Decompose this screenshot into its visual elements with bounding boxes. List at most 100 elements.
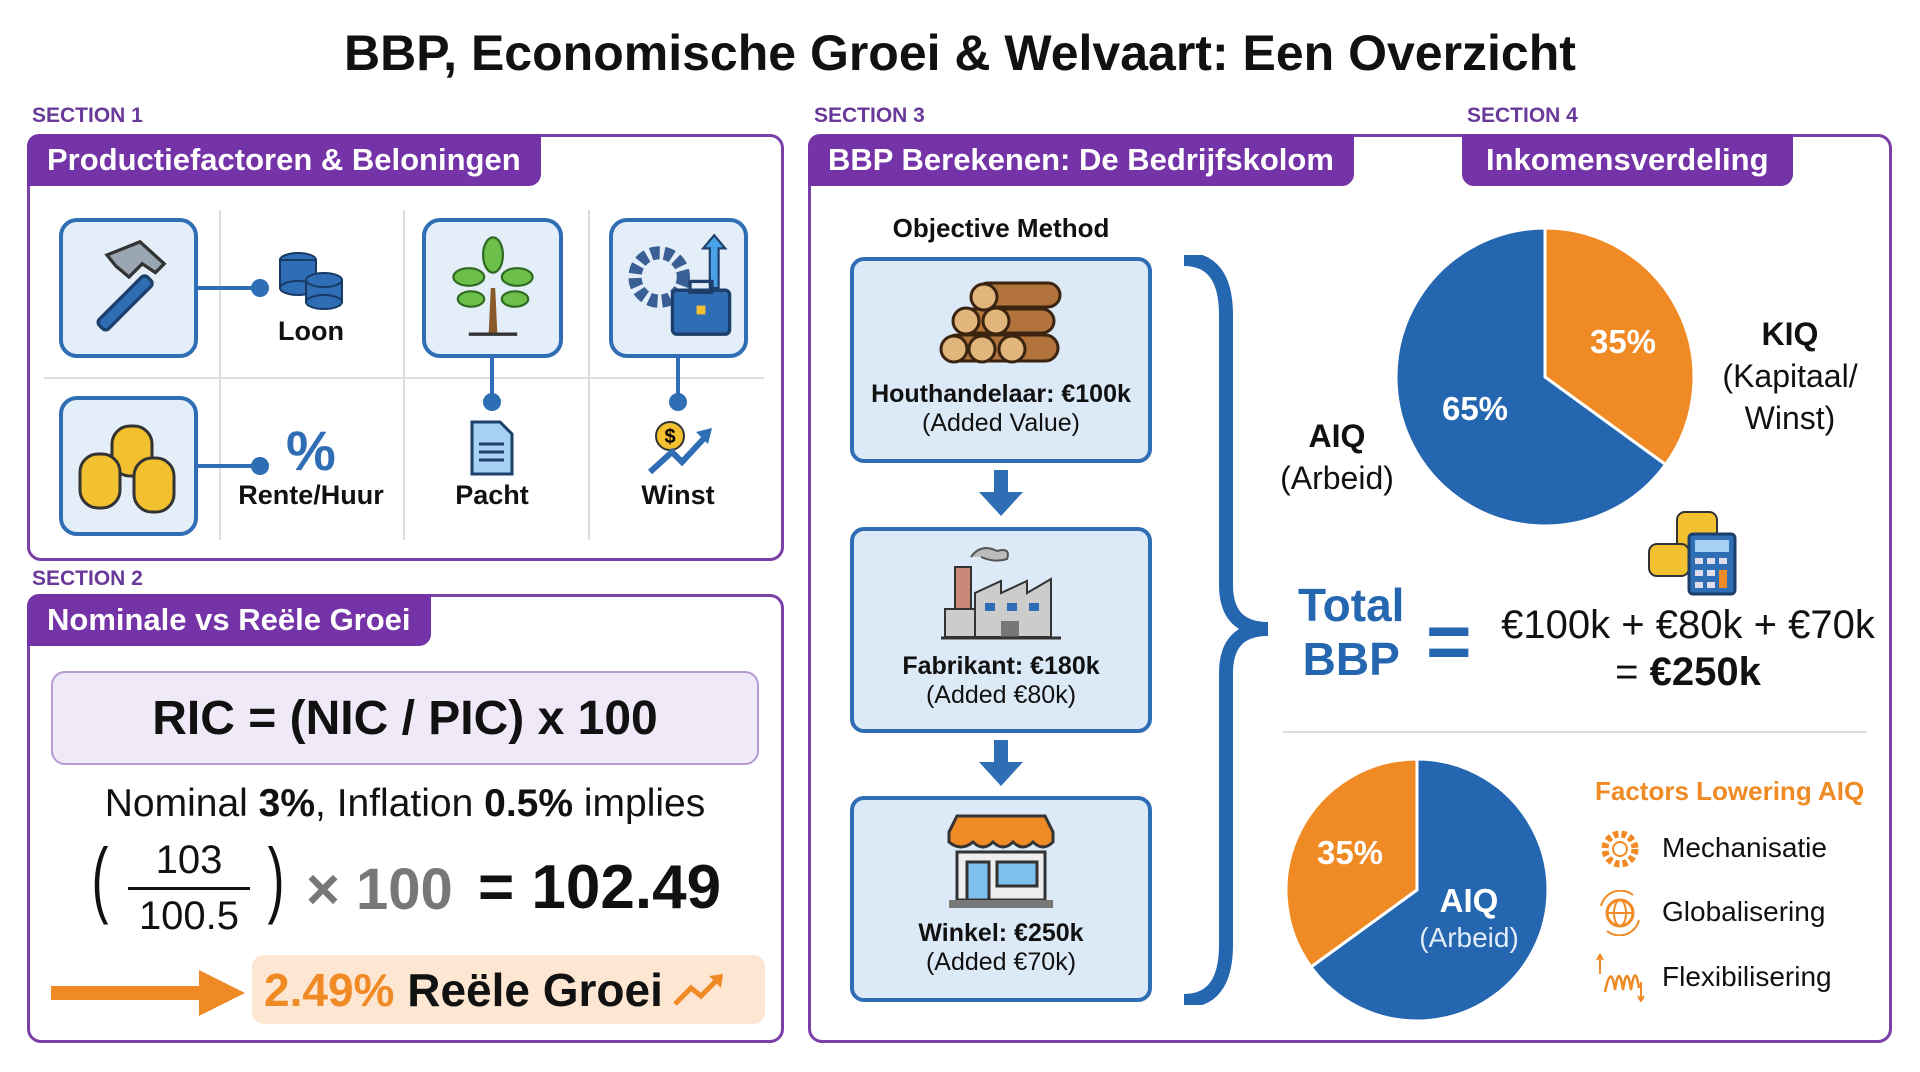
bbp-sum-result: = €250k <box>1615 650 1761 695</box>
divider <box>403 210 405 540</box>
section-2-header: Nominale vs Reële Groei <box>27 594 431 646</box>
logs-icon <box>939 281 1062 364</box>
text: Nominal <box>104 782 259 825</box>
pie1-aiq-title: AIQ <box>1308 418 1366 454</box>
real-growth-label: Reële Groei <box>407 963 663 1016</box>
tree-icon <box>451 236 534 336</box>
numerator: 103 <box>155 838 223 882</box>
ric-formula: RIC = (NIC / PIC) x 100 <box>51 671 759 765</box>
shop-icon <box>947 814 1055 908</box>
connector-dot <box>669 393 687 411</box>
paren-close: ) <box>267 831 285 925</box>
document-icon <box>470 420 514 481</box>
pie1-kiq-sub2: Winst) <box>1744 400 1836 436</box>
denominator: 100.5 <box>138 894 240 938</box>
pie2-slice-other <box>1284 757 1419 970</box>
factory-icon <box>941 547 1061 640</box>
divider <box>1283 731 1867 733</box>
reward-winst: Winst <box>641 480 715 510</box>
factor-flexibilisering: Flexibilisering <box>1662 961 1832 992</box>
factor-globalisering: Globalisering <box>1662 896 1826 927</box>
pie2-aiq-sub: (Arbeid) <box>1419 922 1519 953</box>
divider <box>588 210 590 540</box>
connector-dot <box>483 393 501 411</box>
example-text: Nominal 3%, Inflation 0.5% implies <box>105 782 705 826</box>
step-fabrikant: Fabrikant: €180k (Added €80k) <box>850 527 1152 733</box>
real-growth-pct: 2.49% <box>264 963 395 1016</box>
gear-icon <box>1595 826 1645 877</box>
percent-icon: % <box>286 419 336 482</box>
method-label: Objective Method <box>892 213 1110 243</box>
step-name: Fabrikant: €180k <box>902 652 1100 680</box>
text: implies <box>573 782 706 825</box>
total-bbp-label: Total BBP <box>1298 578 1404 686</box>
equals-sign: = <box>1426 597 1472 685</box>
real-growth-result: 2.49% Reële Groei <box>252 955 765 1024</box>
arrow-right-icon <box>51 970 245 1021</box>
text: , Inflation <box>315 782 485 825</box>
connector <box>198 286 260 290</box>
globe-icon <box>1595 889 1645 941</box>
bbp-line: BBP <box>1302 633 1400 685</box>
section-3-label: SECTION 3 <box>814 104 925 127</box>
divider <box>44 377 764 379</box>
connector-dot <box>251 457 269 475</box>
pie1-kiq-sub1: (Kapitaal/ <box>1722 358 1858 394</box>
connector <box>676 358 680 400</box>
blue-coins-icon <box>278 250 344 315</box>
hammer-icon <box>96 239 167 332</box>
calc-result: = 102.49 <box>478 853 722 922</box>
step-name: Houthandelaar: €100k <box>871 380 1131 408</box>
pie1-slice-aiq <box>1394 226 1668 528</box>
reward-pacht: Pacht <box>455 480 529 510</box>
page-title: BBP, Economische Groei & Welvaart: Een O… <box>344 25 1576 81</box>
section-4-header: Inkomensverdeling <box>1462 134 1793 186</box>
bbp-total-value: €250k <box>1649 650 1761 694</box>
section-2-label: SECTION 2 <box>32 567 143 590</box>
factors-title: Factors Lowering AIQ <box>1595 776 1865 806</box>
reward-loon: Loon <box>278 316 344 346</box>
trend-up-icon <box>673 973 723 1006</box>
text: = <box>1615 650 1650 694</box>
pie1-kiq-title: KIQ <box>1761 316 1819 352</box>
nominal-value: 3% <box>258 782 316 825</box>
gold-coins-icon <box>78 424 175 514</box>
section-3-header: BBP Berekenen: De Bedrijfskolom <box>808 134 1354 186</box>
pie1-slice-kiq <box>1543 226 1696 467</box>
factor-mechanisatie: Mechanisatie <box>1662 832 1827 863</box>
paren-open: ( <box>91 831 109 925</box>
section-1-label: SECTION 1 <box>32 104 143 127</box>
connector-dot <box>251 279 269 297</box>
divider <box>219 210 221 540</box>
connector <box>198 464 260 468</box>
curly-brace-icon <box>1180 252 1272 1010</box>
entrepreneur-factor-box <box>609 218 748 358</box>
pie1-aiq-sub: (Arbeid) <box>1280 460 1394 496</box>
pie1-aiq-pct: 65% <box>1441 390 1509 427</box>
spring-icon <box>1595 952 1645 1007</box>
bbp-sum: €100k + €80k + €70k <box>1501 603 1875 647</box>
pie2-other-pct: 35% <box>1316 834 1384 871</box>
step-name: Winkel: €250k <box>918 919 1084 947</box>
svg-text:$: $ <box>664 426 675 448</box>
arrow-down-icon <box>979 740 1023 791</box>
pie2-slice-aiq <box>1308 757 1550 1023</box>
capital-factor-box <box>59 396 198 536</box>
reward-rente-huur: Rente/Huur <box>238 480 384 510</box>
gear-briefcase-icon <box>627 233 731 336</box>
section-1-header: Productiefactoren & Beloningen <box>27 134 541 186</box>
step-houthandelaar: Houthandelaar: €100k (Added Value) <box>850 257 1152 463</box>
connector <box>490 358 494 400</box>
step-added: (Added €80k) <box>925 681 1077 709</box>
arrow-down-icon <box>979 470 1023 521</box>
pie1-kiq-pct: 35% <box>1589 323 1657 360</box>
times-100: × 100 <box>306 857 453 922</box>
step-winkel: Winkel: €250k (Added €70k) <box>850 796 1152 1002</box>
step-added: (Added €70k) <box>925 948 1077 976</box>
step-added: (Added Value) <box>922 409 1080 437</box>
labor-factor-box <box>59 218 198 358</box>
dollar-growth-icon: $ <box>646 420 714 481</box>
nature-factor-box <box>422 218 563 358</box>
fraction: 103 100.5 <box>128 838 250 939</box>
